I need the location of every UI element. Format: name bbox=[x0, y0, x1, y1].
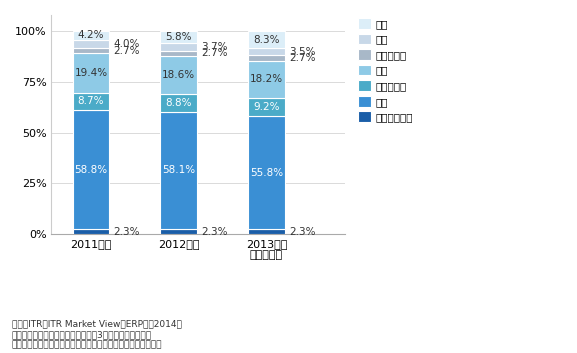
Text: 3.7%: 3.7% bbox=[201, 42, 228, 52]
Bar bbox=[160, 31, 197, 43]
Text: 58.8%: 58.8% bbox=[74, 165, 107, 175]
Bar bbox=[73, 40, 110, 48]
Bar bbox=[160, 112, 197, 229]
Text: 2.7%: 2.7% bbox=[114, 46, 140, 55]
Bar bbox=[248, 229, 285, 234]
Text: 5.8%: 5.8% bbox=[166, 32, 192, 42]
Bar bbox=[73, 48, 110, 53]
Bar bbox=[248, 98, 285, 116]
Bar bbox=[73, 110, 110, 229]
Bar bbox=[73, 92, 110, 110]
Text: 出典：ITR「ITR Market View：ERP市場2014」
＊ベンダーの売上金額を対象とし、3月期ベースで換算。
＊外資系ベンダーの海外売上は、日本法人: 出典：ITR「ITR Market View：ERP市場2014」 ＊ベンダーの… bbox=[12, 320, 181, 349]
Bar bbox=[160, 56, 197, 94]
Bar bbox=[248, 31, 285, 48]
Bar bbox=[248, 116, 285, 229]
Bar bbox=[160, 43, 197, 51]
Text: 18.2%: 18.2% bbox=[250, 74, 283, 84]
Legend: 海外, 九州, 中国・四国, 近畿, 中部・北陸, 関東, 北海道・東北: 海外, 九州, 中国・四国, 近畿, 中部・北陸, 関東, 北海道・東北 bbox=[357, 16, 415, 124]
Text: 8.3%: 8.3% bbox=[253, 35, 280, 45]
Text: 3.5%: 3.5% bbox=[289, 47, 316, 57]
Text: 2.3%: 2.3% bbox=[289, 227, 316, 237]
Text: 2.3%: 2.3% bbox=[201, 227, 228, 237]
Text: 2.7%: 2.7% bbox=[289, 53, 316, 63]
Text: 18.6%: 18.6% bbox=[162, 70, 195, 80]
Text: 8.7%: 8.7% bbox=[78, 96, 104, 106]
Text: 8.8%: 8.8% bbox=[166, 98, 192, 108]
Bar bbox=[73, 53, 110, 92]
Bar bbox=[73, 229, 110, 234]
Bar bbox=[248, 55, 285, 61]
Text: 55.8%: 55.8% bbox=[250, 168, 283, 178]
Text: 58.1%: 58.1% bbox=[162, 166, 195, 175]
Bar bbox=[160, 94, 197, 112]
Text: 2.7%: 2.7% bbox=[201, 48, 228, 58]
Bar bbox=[248, 48, 285, 55]
Bar bbox=[248, 61, 285, 98]
Text: 4.0%: 4.0% bbox=[114, 39, 140, 49]
Text: 19.4%: 19.4% bbox=[74, 68, 107, 78]
Text: 2.3%: 2.3% bbox=[114, 227, 140, 237]
Bar bbox=[160, 229, 197, 234]
Bar bbox=[160, 51, 197, 56]
Text: 9.2%: 9.2% bbox=[253, 102, 280, 112]
Text: 4.2%: 4.2% bbox=[78, 30, 104, 41]
Bar bbox=[73, 31, 110, 40]
